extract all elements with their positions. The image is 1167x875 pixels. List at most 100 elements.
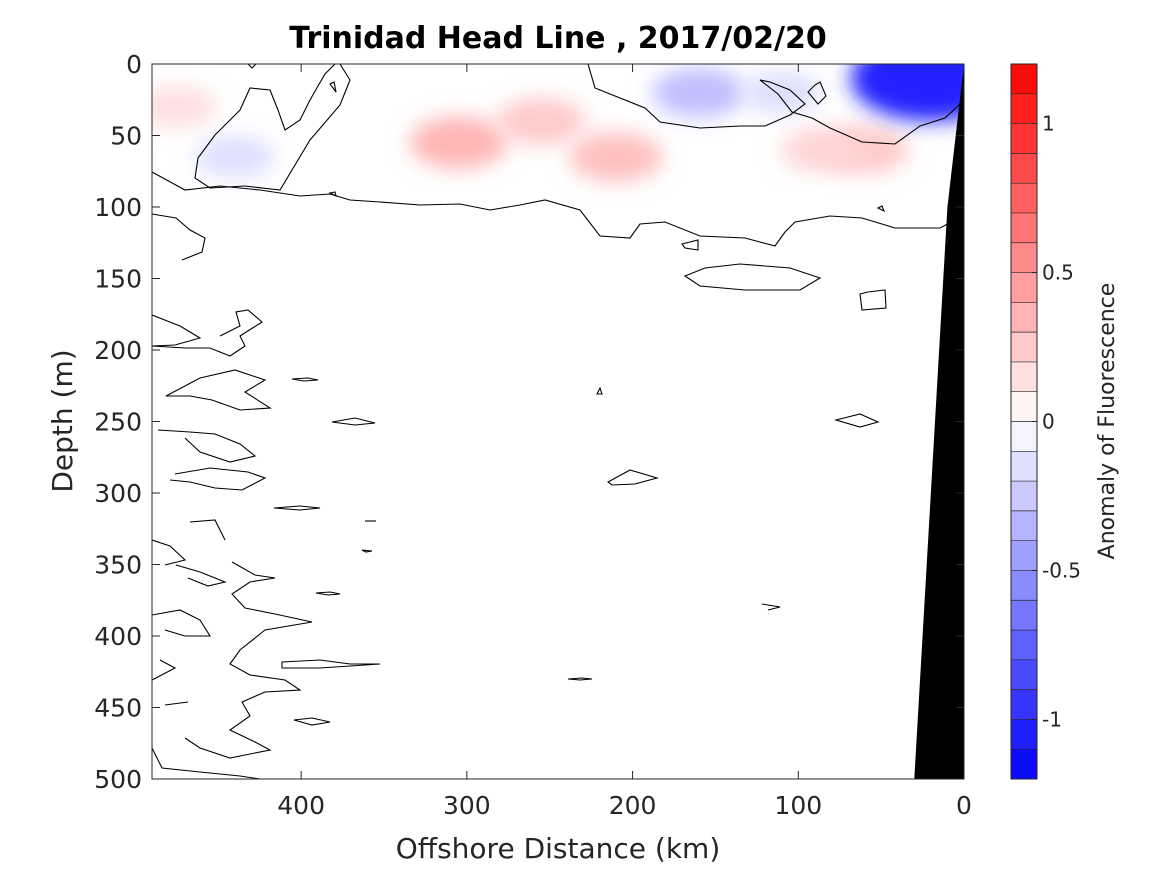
y-tick-label: 250	[94, 408, 142, 437]
colorbar-swatch	[1011, 659, 1037, 691]
y-tick-label: 450	[94, 694, 142, 723]
contour-line	[596, 386, 603, 395]
contour-line	[361, 549, 373, 553]
anomaly-patch	[652, 67, 746, 118]
contour-lines	[152, 64, 961, 779]
bathymetry	[914, 64, 964, 779]
contour-line	[189, 519, 226, 541]
colorbar-swatch	[1011, 391, 1037, 422]
contour-line	[293, 717, 331, 726]
contour-line	[833, 413, 880, 428]
anomaly-patch	[850, 64, 964, 122]
contour-line	[169, 467, 267, 491]
y-tick-label: 300	[94, 479, 142, 508]
y-axis: 0 50 100 150 200 250 300 350 400 450 500	[94, 50, 964, 794]
contour-line	[328, 191, 337, 198]
contour-line	[164, 701, 189, 706]
colorbar-swatch	[1011, 212, 1037, 244]
contour-line	[194, 64, 351, 191]
anomaly-patch	[409, 116, 508, 169]
colorbar-swatch	[1011, 630, 1037, 661]
contour-line	[281, 659, 381, 669]
contour-line	[152, 659, 177, 681]
colorbar-label: Anomaly of Fluorescence	[1095, 283, 1120, 560]
x-tick-label: 100	[774, 791, 822, 820]
colorbar: 1 0.5 0 -0.5 -1	[1010, 63, 1081, 780]
anomaly-patch	[781, 127, 866, 173]
contour-line	[807, 81, 827, 105]
colorbar-swatch	[1011, 510, 1037, 542]
anomaly-patch	[569, 132, 663, 182]
contour-line	[152, 539, 187, 566]
colorbar-swatch	[1011, 153, 1037, 184]
contour-line	[315, 591, 341, 596]
anomaly-patch	[497, 97, 586, 145]
contour-line	[331, 417, 376, 426]
y-tick-label: 500	[94, 765, 142, 794]
contour-line	[152, 747, 261, 779]
contour-line	[761, 603, 781, 611]
x-tick-label: 200	[609, 791, 657, 820]
contour-line	[247, 64, 257, 69]
y-tick-label: 400	[94, 622, 142, 651]
contour-line	[859, 289, 887, 311]
y-tick-label: 0	[126, 50, 142, 79]
anomaly-patch	[741, 71, 822, 114]
colorbar-swatch	[1011, 421, 1037, 452]
chart-title: Trinidad Head Line , 2017/02/20	[289, 21, 826, 56]
contour-line	[681, 239, 699, 251]
contour-line	[291, 377, 319, 382]
colorbar-swatch	[1011, 332, 1037, 363]
colorbar-swatch	[1011, 123, 1037, 154]
x-tick-label: 0	[956, 791, 972, 820]
colorbar-swatch	[1011, 540, 1037, 571]
y-tick-label: 100	[94, 193, 142, 222]
colorbar-swatch	[1011, 93, 1037, 125]
bathymetry-shape	[914, 64, 964, 779]
colorbar-swatch	[1011, 302, 1037, 333]
colorbar-swatch	[1011, 570, 1037, 601]
colorbar-swatch	[1011, 481, 1037, 512]
colorbar-swatch	[1011, 361, 1037, 393]
contour-line	[157, 429, 257, 463]
contour-line	[184, 561, 313, 759]
y-tick-label: 150	[94, 265, 142, 294]
x-tick-label: 300	[443, 791, 491, 820]
colorbar-swatch	[1011, 64, 1037, 95]
colorbar-tick-label: 1	[1042, 112, 1055, 136]
colorbar-swatch	[1011, 272, 1037, 303]
y-tick-label: 50	[110, 122, 142, 151]
contour-line	[587, 64, 961, 145]
colorbar-tick-label: 0	[1042, 410, 1055, 434]
contour-line	[152, 609, 211, 637]
colorbar-swatch	[1011, 600, 1037, 631]
contour-line	[329, 81, 337, 93]
contour-line	[683, 263, 822, 291]
y-axis-label: Depth (m)	[46, 349, 79, 492]
colorbar-swatch	[1011, 183, 1037, 214]
colorbar-tick-label: 0.5	[1042, 261, 1074, 285]
contour-line	[152, 171, 956, 247]
y-tick-label: 350	[94, 551, 142, 580]
contour-line	[567, 677, 593, 681]
contour-line	[175, 564, 227, 587]
colorbar-swatch	[1011, 689, 1037, 720]
contour-line	[606, 469, 660, 486]
x-axis-label: Offshore Distance (km)	[396, 832, 721, 865]
anomaly-patches	[152, 64, 964, 182]
colorbar-swatch	[1011, 242, 1037, 274]
contour-line	[152, 213, 206, 261]
colorbar-tick-label: -0.5	[1042, 558, 1081, 582]
colorbar-swatch	[1011, 451, 1037, 482]
y-tick-label: 200	[94, 336, 142, 365]
colorbar-tick-label: -1	[1042, 707, 1062, 731]
x-tick-label: 400	[277, 791, 325, 820]
anomaly-patch	[152, 85, 217, 129]
colorbar-swatch	[1011, 749, 1037, 780]
anomaly-patch	[195, 135, 275, 179]
contour-line	[152, 309, 263, 357]
contour-line	[273, 505, 321, 511]
contour-line	[876, 205, 886, 213]
plot-area	[152, 64, 964, 779]
